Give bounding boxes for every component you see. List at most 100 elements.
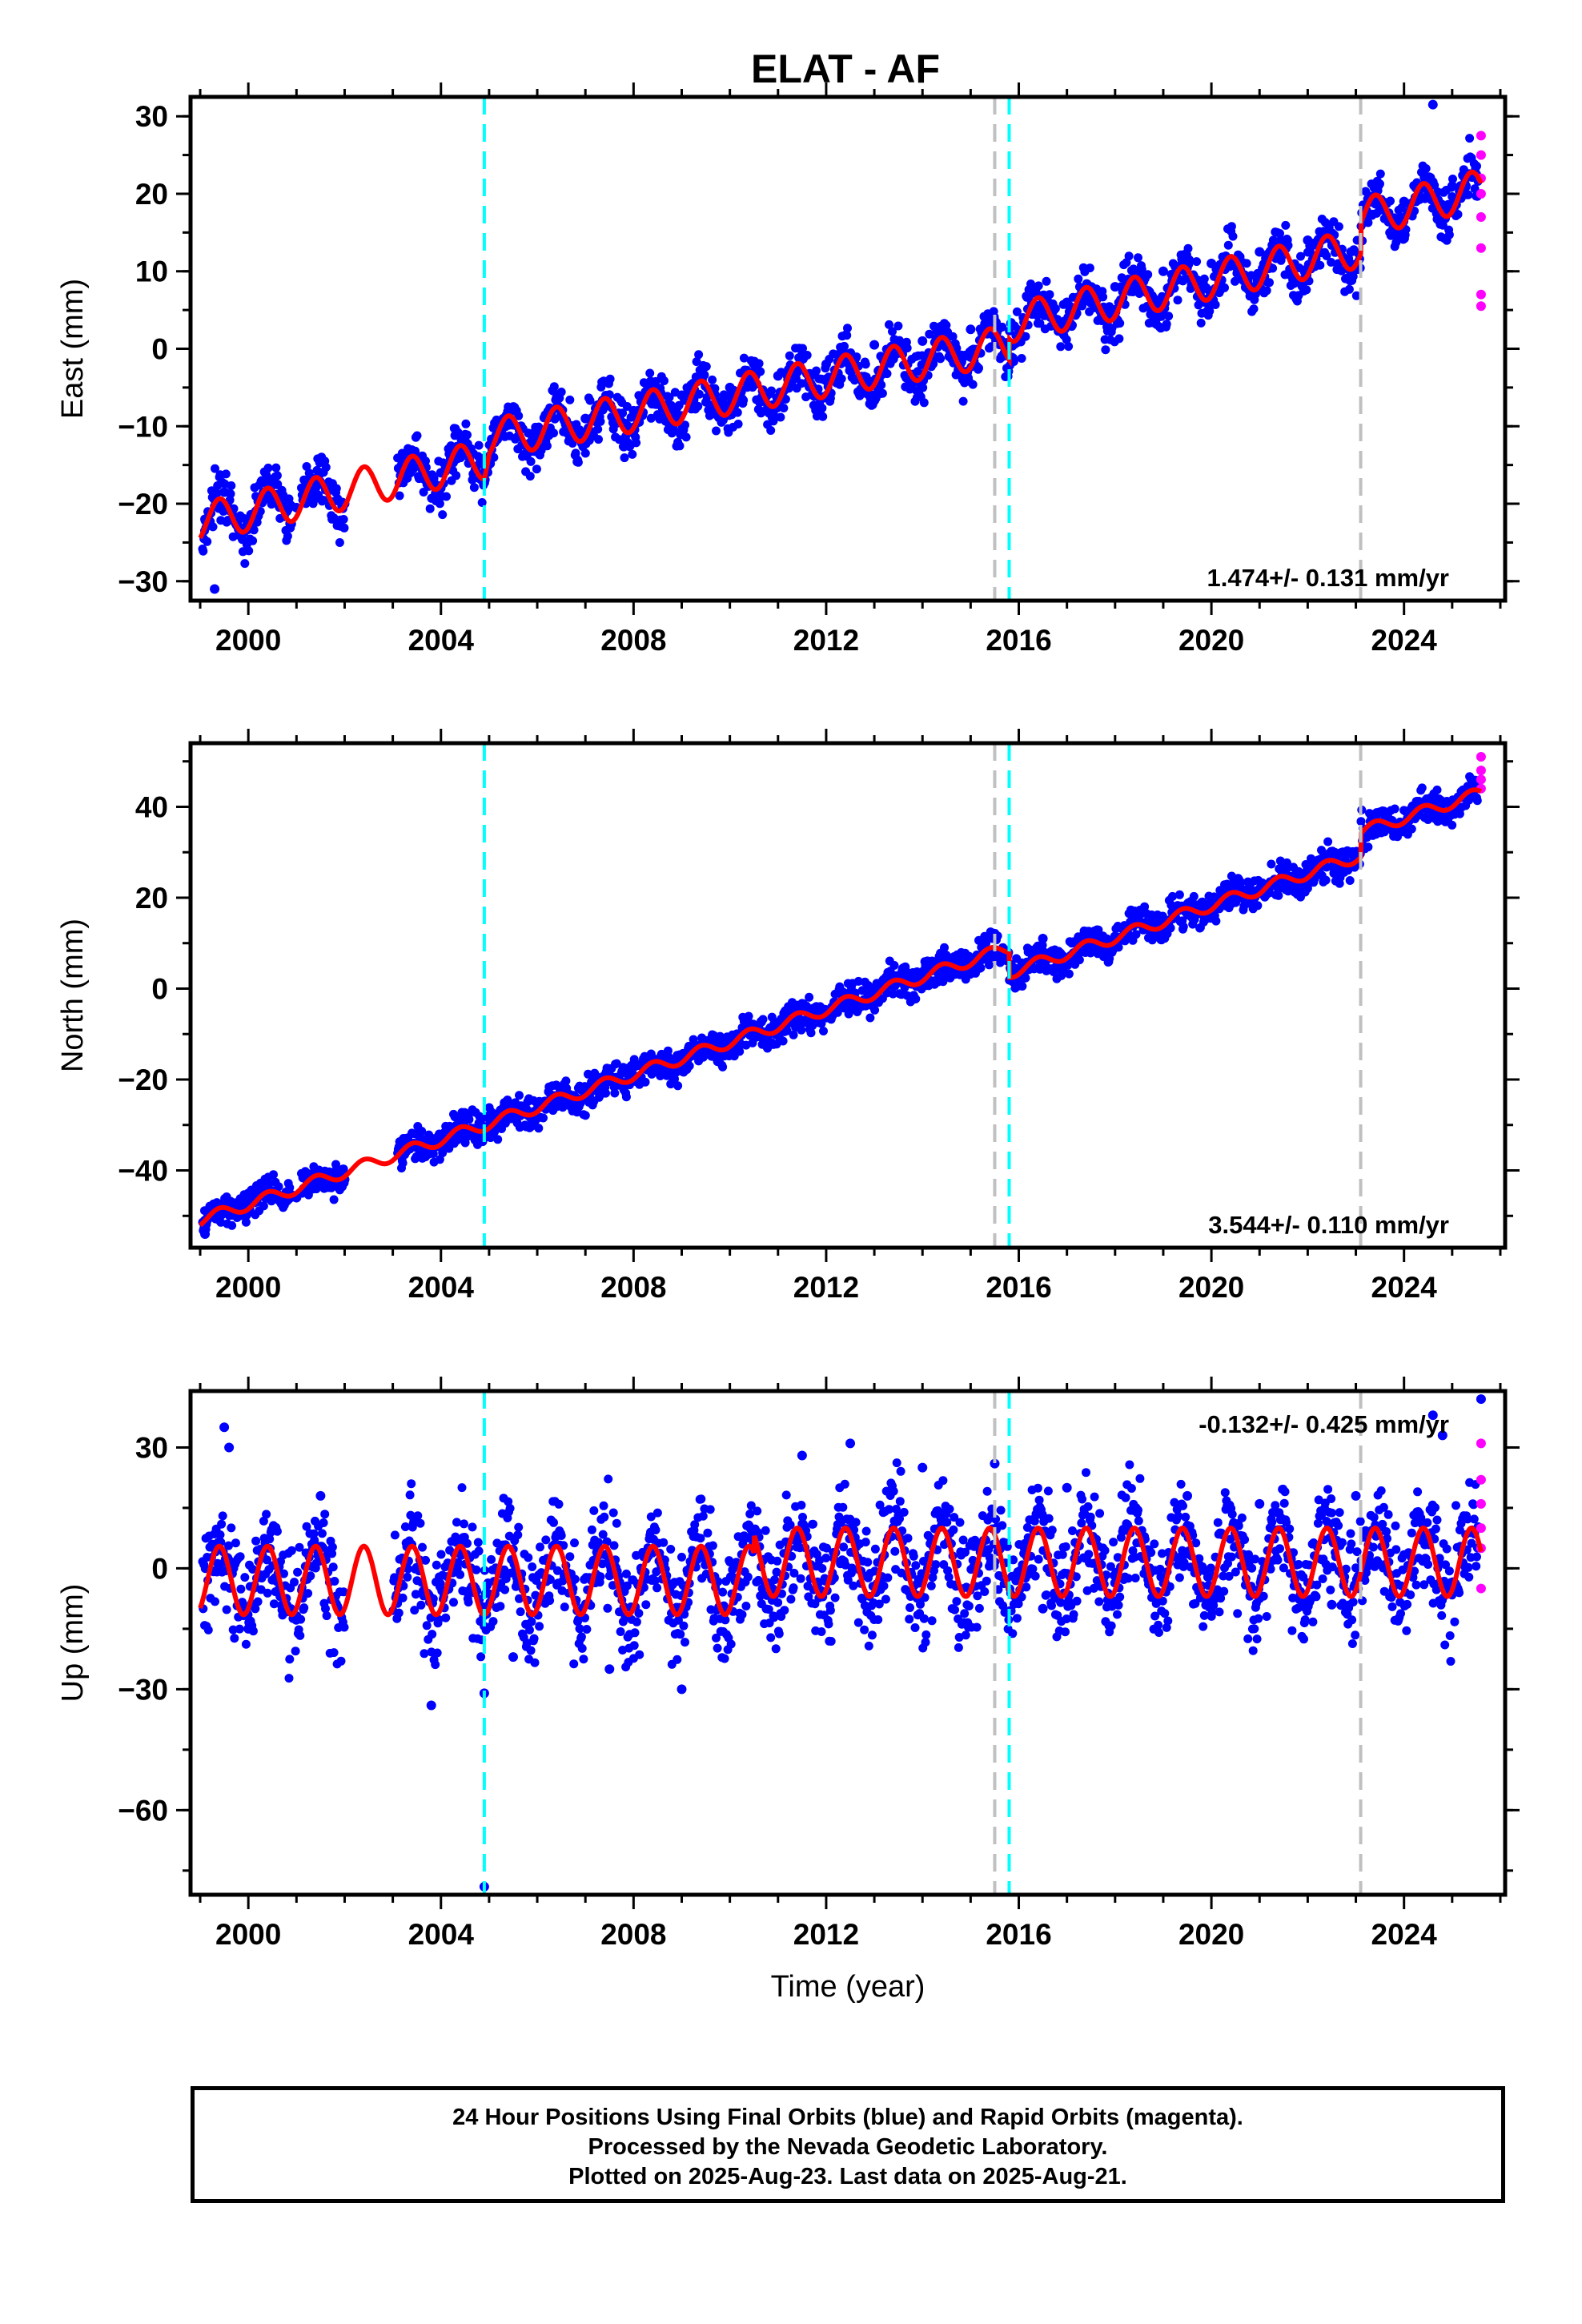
final-orbit-point	[651, 376, 661, 386]
final-orbit-point	[1472, 161, 1481, 171]
final-orbit-point	[265, 1534, 275, 1544]
final-orbit-point	[1253, 901, 1263, 911]
final-orbit-point	[843, 1575, 853, 1585]
final-orbit-point	[1223, 240, 1233, 250]
final-orbit-point	[398, 1593, 408, 1602]
final-orbit-point	[618, 408, 628, 418]
final-orbit-point	[882, 369, 892, 379]
final-orbit-point	[565, 395, 575, 404]
panel-up: 2000 2004 2008 2012 2016 2020 2024300−30−60Up …	[56, 1377, 1520, 2004]
final-orbit-point	[272, 479, 283, 489]
final-orbit-point	[817, 1564, 827, 1573]
final-orbit-point	[1447, 181, 1457, 191]
final-orbit-cloud	[198, 1458, 1483, 1683]
final-orbit-cloud	[198, 134, 1483, 569]
final-orbit-point	[212, 489, 222, 498]
final-orbit-point	[705, 1505, 715, 1514]
final-orbit-point	[598, 1530, 608, 1539]
final-orbit-point	[1143, 270, 1153, 279]
final-orbit-point	[781, 395, 790, 404]
final-orbit-point	[224, 1541, 233, 1550]
final-orbit-point	[456, 1570, 465, 1579]
final-orbit-point	[420, 1649, 429, 1659]
final-orbit-point	[936, 354, 946, 364]
final-orbit-point	[877, 380, 886, 390]
final-orbit-point	[432, 1560, 441, 1570]
final-orbit-point	[865, 1013, 875, 1023]
final-orbit-point	[1162, 320, 1171, 329]
final-orbit-point	[888, 327, 897, 336]
final-orbit-point	[464, 1115, 474, 1124]
final-orbit-point	[635, 1650, 644, 1659]
y-tick-label: 40	[135, 790, 168, 823]
final-orbit-point	[241, 1639, 251, 1649]
x-tick-label: 2024	[1371, 1271, 1438, 1304]
final-orbit-point	[199, 546, 208, 556]
final-orbit-point	[287, 1546, 296, 1555]
final-orbit-point	[272, 1526, 282, 1536]
final-orbit-point	[596, 1572, 605, 1582]
final-orbit-point	[708, 1541, 717, 1550]
y-axis-label: North (mm)	[56, 919, 90, 1072]
final-orbit-point	[911, 994, 921, 1003]
final-orbit-point	[616, 1627, 625, 1636]
final-orbit-point	[472, 1565, 481, 1574]
x-tick-label: 2016	[986, 1271, 1051, 1304]
final-orbit-point	[329, 1195, 339, 1204]
final-orbit-point	[778, 1036, 788, 1046]
final-orbit-point	[460, 1129, 470, 1140]
final-orbit-point	[1375, 204, 1385, 215]
final-orbit-point	[681, 1638, 689, 1647]
final-orbit-point	[857, 986, 867, 995]
final-orbit-point	[1427, 99, 1438, 110]
final-orbit-point	[692, 357, 701, 367]
x-tick-label: 2016	[986, 624, 1051, 657]
rapid-orbit-point	[1476, 150, 1486, 160]
final-orbit-point	[452, 1518, 461, 1527]
final-orbit-point	[756, 1591, 765, 1601]
final-orbit-point	[425, 504, 435, 513]
final-orbit-point	[1021, 973, 1030, 983]
panel-north: 2000 2004 2008 2012 2016 2020 202440200−20−40N…	[56, 729, 1520, 1304]
final-orbit-point	[917, 336, 928, 346]
final-orbit-point	[1074, 955, 1084, 965]
final-orbit-point	[1281, 220, 1291, 230]
final-orbit-point	[428, 1630, 437, 1639]
final-orbit-point	[796, 1574, 805, 1583]
final-orbit-point	[394, 1608, 404, 1618]
final-orbit-point	[1038, 934, 1048, 944]
final-orbit-point	[785, 1520, 795, 1530]
final-orbit-point	[453, 1558, 463, 1567]
rapid-orbit-point	[1476, 301, 1486, 312]
final-orbit-point	[805, 992, 814, 1002]
final-orbit-point	[942, 320, 951, 330]
x-tick-label: 2012	[793, 1271, 859, 1304]
final-orbit-point	[329, 1648, 339, 1658]
final-orbit-point	[262, 1510, 271, 1519]
final-orbit-point	[809, 1519, 817, 1529]
final-orbit-point	[515, 1091, 524, 1100]
final-orbit-point	[541, 1535, 551, 1545]
final-orbit-point	[1348, 271, 1358, 281]
x-tick-label: 2020	[1178, 1271, 1244, 1304]
final-orbit-point	[744, 1011, 753, 1021]
final-orbit-point	[677, 1552, 686, 1562]
final-orbit-point	[532, 464, 541, 474]
y-tick-label: −20	[118, 488, 168, 521]
final-orbit-point	[629, 1641, 639, 1651]
final-orbit-point	[272, 471, 282, 480]
final-orbit-point	[579, 1655, 588, 1664]
final-orbit-point	[1448, 175, 1457, 183]
final-orbit-point	[599, 1501, 608, 1510]
final-orbit-point	[1062, 297, 1072, 308]
final-orbit-point	[421, 1555, 430, 1565]
final-orbit-point	[780, 1606, 789, 1615]
rapid-orbit-point	[1476, 188, 1486, 199]
final-orbit-point	[1134, 253, 1142, 263]
final-orbit-point	[1110, 282, 1120, 292]
final-orbit-point	[782, 1026, 792, 1035]
final-orbit-point	[271, 463, 281, 472]
final-orbit-point	[565, 1552, 575, 1562]
final-orbit-point	[1345, 876, 1355, 885]
final-orbit-point	[806, 1028, 816, 1038]
